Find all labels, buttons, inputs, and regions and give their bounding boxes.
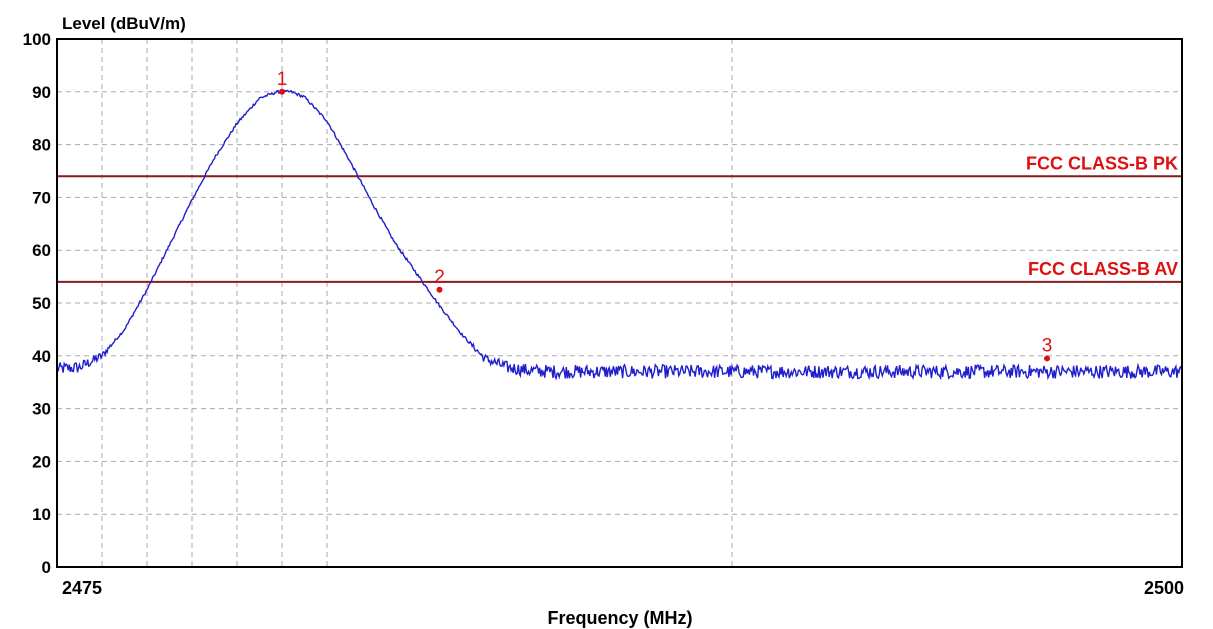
x-tick-label: 2500 (1144, 578, 1184, 598)
marker-label: 2 (434, 267, 445, 288)
marker-point (1044, 355, 1050, 362)
y-tick-label: 10 (32, 505, 51, 524)
plot-area-frame (56, 38, 1183, 568)
limit-lines: FCC CLASS-B PK FCC CLASS-B AV (57, 153, 1182, 283)
marker-point (436, 286, 443, 293)
limit-line-label: FCC CLASS-B PK (1026, 153, 1178, 173)
trace-series (56, 89, 1183, 381)
y-tick-label: 90 (32, 83, 51, 102)
markers: 1 2 3 (277, 69, 1053, 362)
y-tick-label: 100 (23, 30, 51, 49)
trace-line (56, 89, 1183, 381)
limit-line-label: FCC CLASS-B AV (1028, 259, 1178, 279)
y-tick-label: 70 (32, 188, 51, 207)
tick-labels: 0 10 20 30 40 50 60 70 80 90 100 2475 2500 (23, 30, 1184, 598)
y-axis-label: Level (dBuV/m) (62, 14, 186, 33)
y-tick-label: 0 (42, 558, 51, 577)
y-tick-label: 60 (32, 241, 51, 260)
y-tick-label: 40 (32, 347, 51, 366)
marker-label: 1 (277, 69, 288, 90)
y-tick-label: 80 (32, 136, 51, 155)
x-tick-label: 2475 (62, 578, 102, 598)
y-tick-label: 50 (32, 294, 51, 313)
grid-lines (57, 39, 1182, 567)
x-axis-label: Frequency (MHz) (547, 608, 692, 628)
marker-label: 3 (1042, 335, 1053, 356)
marker-point (279, 88, 285, 95)
y-tick-label: 30 (32, 400, 51, 419)
y-tick-label: 20 (32, 452, 51, 471)
